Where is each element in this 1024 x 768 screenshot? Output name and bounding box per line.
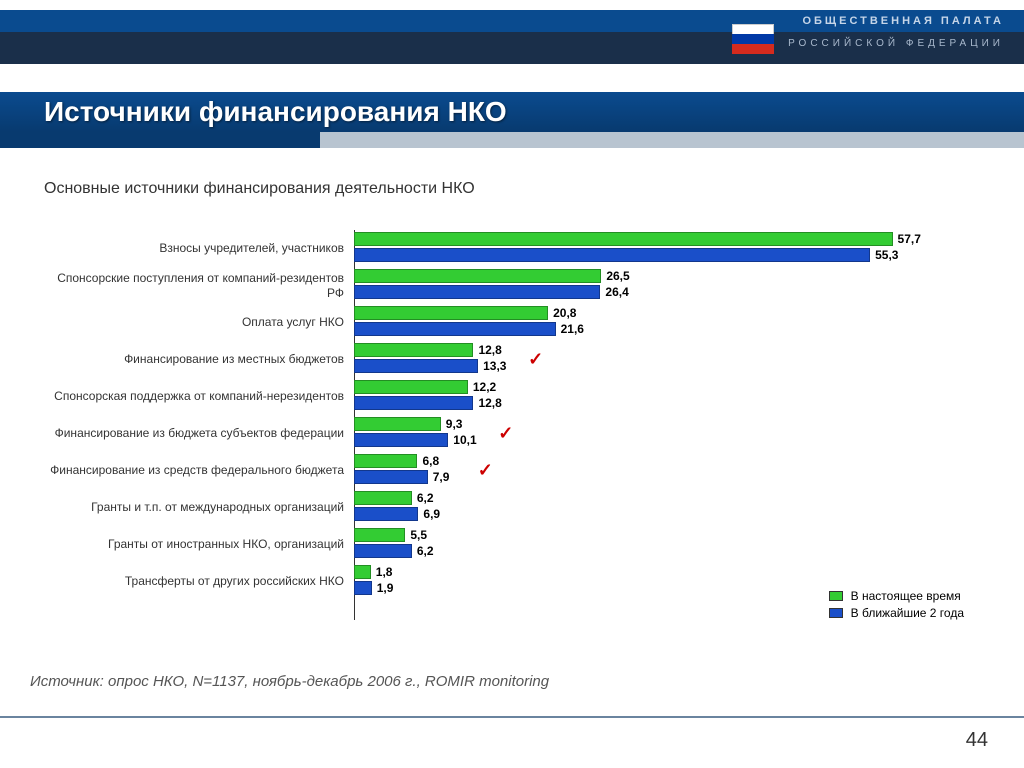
legend-swatch-future (829, 608, 843, 618)
bars-cell: 26,5 26,4 (354, 267, 980, 304)
bar-future: 7,9 (354, 470, 428, 484)
bar-current: 12,8 (354, 343, 473, 357)
category-label: Финансирование из бюджета субъектов феде… (44, 426, 354, 440)
bar-value-label: 10,1 (453, 433, 476, 447)
bar-future: 55,3 (354, 248, 870, 262)
category-label: Финансирование из местных бюджетов (44, 352, 354, 366)
page-number: 44 (966, 729, 988, 752)
bar-current: 1,8 (354, 565, 371, 579)
bars-cell: 57,755,3 (354, 230, 980, 267)
category-label: Спонсорская поддержка от компаний-нерези… (44, 389, 354, 403)
category-label: Финансирование из средств федерального б… (44, 463, 354, 477)
bars-cell: 5,5 6,2 (354, 526, 980, 563)
bar-value-label: 5,5 (410, 528, 427, 542)
bar-value-label: 6,2 (417, 544, 434, 558)
bar-value-label: 20,8 (553, 306, 576, 320)
category-label: Трансферты от других российских НКО (44, 574, 354, 588)
bar-value-label: 6,8 (422, 454, 439, 468)
bar-value-label: 26,4 (605, 285, 628, 299)
bars-cell: 12,212,8 (354, 378, 980, 415)
bar-future: 10,1 (354, 433, 448, 447)
bar-value-label: 9,3 (446, 417, 463, 431)
title-area: Источники финансирования НКО (0, 92, 1024, 148)
bar-future: 1,9 (354, 581, 372, 595)
chart-row: Взносы учредителей, участников57,755,3 (44, 230, 980, 267)
bar-value-label: 1,9 (377, 581, 394, 595)
header-org-line1: ОБЩЕСТВЕННАЯ ПАЛАТА (0, 10, 1024, 32)
bar-value-label: 12,2 (473, 380, 496, 394)
bar-value-label: 57,7 (898, 232, 921, 246)
bars-cell: 6,2 6,9 (354, 489, 980, 526)
bar-value-label: 55,3 (875, 248, 898, 262)
checkmark-icon: ✓ (528, 349, 543, 370)
bar-current: 9,3 (354, 417, 441, 431)
bar-value-label: 26,5 (606, 269, 629, 283)
bar-future: 12,8 (354, 396, 473, 410)
bar-future: 26,4 (354, 285, 600, 299)
chart-row: Финансирование из средств федерального б… (44, 452, 980, 489)
legend-label-future: В ближайшие 2 года (851, 606, 964, 620)
bar-current: 20,8 (354, 306, 548, 320)
bar-value-label: 12,8 (478, 343, 501, 357)
chart-row: Финансирование из местных бюджетов12,813… (44, 341, 980, 378)
page-title: Источники финансирования НКО (44, 96, 507, 128)
bar-value-label: 6,2 (417, 491, 434, 505)
bar-value-label: 7,9 (433, 470, 450, 484)
header-org-line2: РОССИЙСКОЙ ФЕДЕРАЦИИ (0, 32, 1024, 64)
bar-value-label: 21,6 (561, 322, 584, 336)
category-label: Оплата услуг НКО (44, 315, 354, 329)
bar-value-label: 1,8 (376, 565, 393, 579)
category-label: Гранты от иностранных НКО, организаций (44, 537, 354, 551)
bar-value-label: 12,8 (478, 396, 501, 410)
chart-row: Гранты от иностранных НКО, организаций5,… (44, 526, 980, 563)
chart-row: Финансирование из бюджета субъектов феде… (44, 415, 980, 452)
bars-cell: 6,8 7,9 ✓ (354, 452, 980, 489)
chart-row: Оплата услуг НКО20,821,6 (44, 304, 980, 341)
legend-swatch-current (829, 591, 843, 601)
chart-row: Гранты и т.п. от международных организац… (44, 489, 980, 526)
bar-future: 6,9 (354, 507, 418, 521)
flag-icon (732, 24, 774, 54)
bar-current: 26,5 (354, 269, 601, 283)
bar-current: 6,8 (354, 454, 417, 468)
bar-current: 12,2 (354, 380, 468, 394)
bars-cell: 9,3 10,1 ✓ (354, 415, 980, 452)
bar-future: 21,6 (354, 322, 556, 336)
bar-current: 57,7 (354, 232, 893, 246)
bar-current: 5,5 (354, 528, 405, 542)
checkmark-icon: ✓ (478, 460, 493, 481)
checkmark-icon: ✓ (498, 423, 513, 444)
legend-label-current: В настоящее время (851, 589, 961, 603)
bars-cell: 12,813,3✓ (354, 341, 980, 378)
legend: В настоящее время В ближайшие 2 года (829, 589, 964, 623)
chart-row: Спонсорские поступления от компаний-рези… (44, 267, 980, 304)
header-band: ОБЩЕСТВЕННАЯ ПАЛАТА РОССИЙСКОЙ ФЕДЕРАЦИИ (0, 10, 1024, 64)
source-note: Источник: опрос НКО, N=1137, ноябрь-дека… (30, 673, 549, 690)
chart-subtitle: Основные источники финансирования деятел… (44, 180, 475, 198)
bars-cell: 20,8 21,6 (354, 304, 980, 341)
footer-divider (0, 716, 1024, 718)
category-label: Гранты и т.п. от международных организац… (44, 500, 354, 514)
chart-row: Спонсорская поддержка от компаний-нерези… (44, 378, 980, 415)
category-label: Спонсорские поступления от компаний-рези… (44, 271, 354, 300)
bar-value-label: 13,3 (483, 359, 506, 373)
bar-current: 6,2 (354, 491, 412, 505)
bar-future: 13,3 (354, 359, 478, 373)
bar-value-label: 6,9 (423, 507, 440, 521)
bar-future: 6,2 (354, 544, 412, 558)
category-label: Взносы учредителей, участников (44, 241, 354, 255)
